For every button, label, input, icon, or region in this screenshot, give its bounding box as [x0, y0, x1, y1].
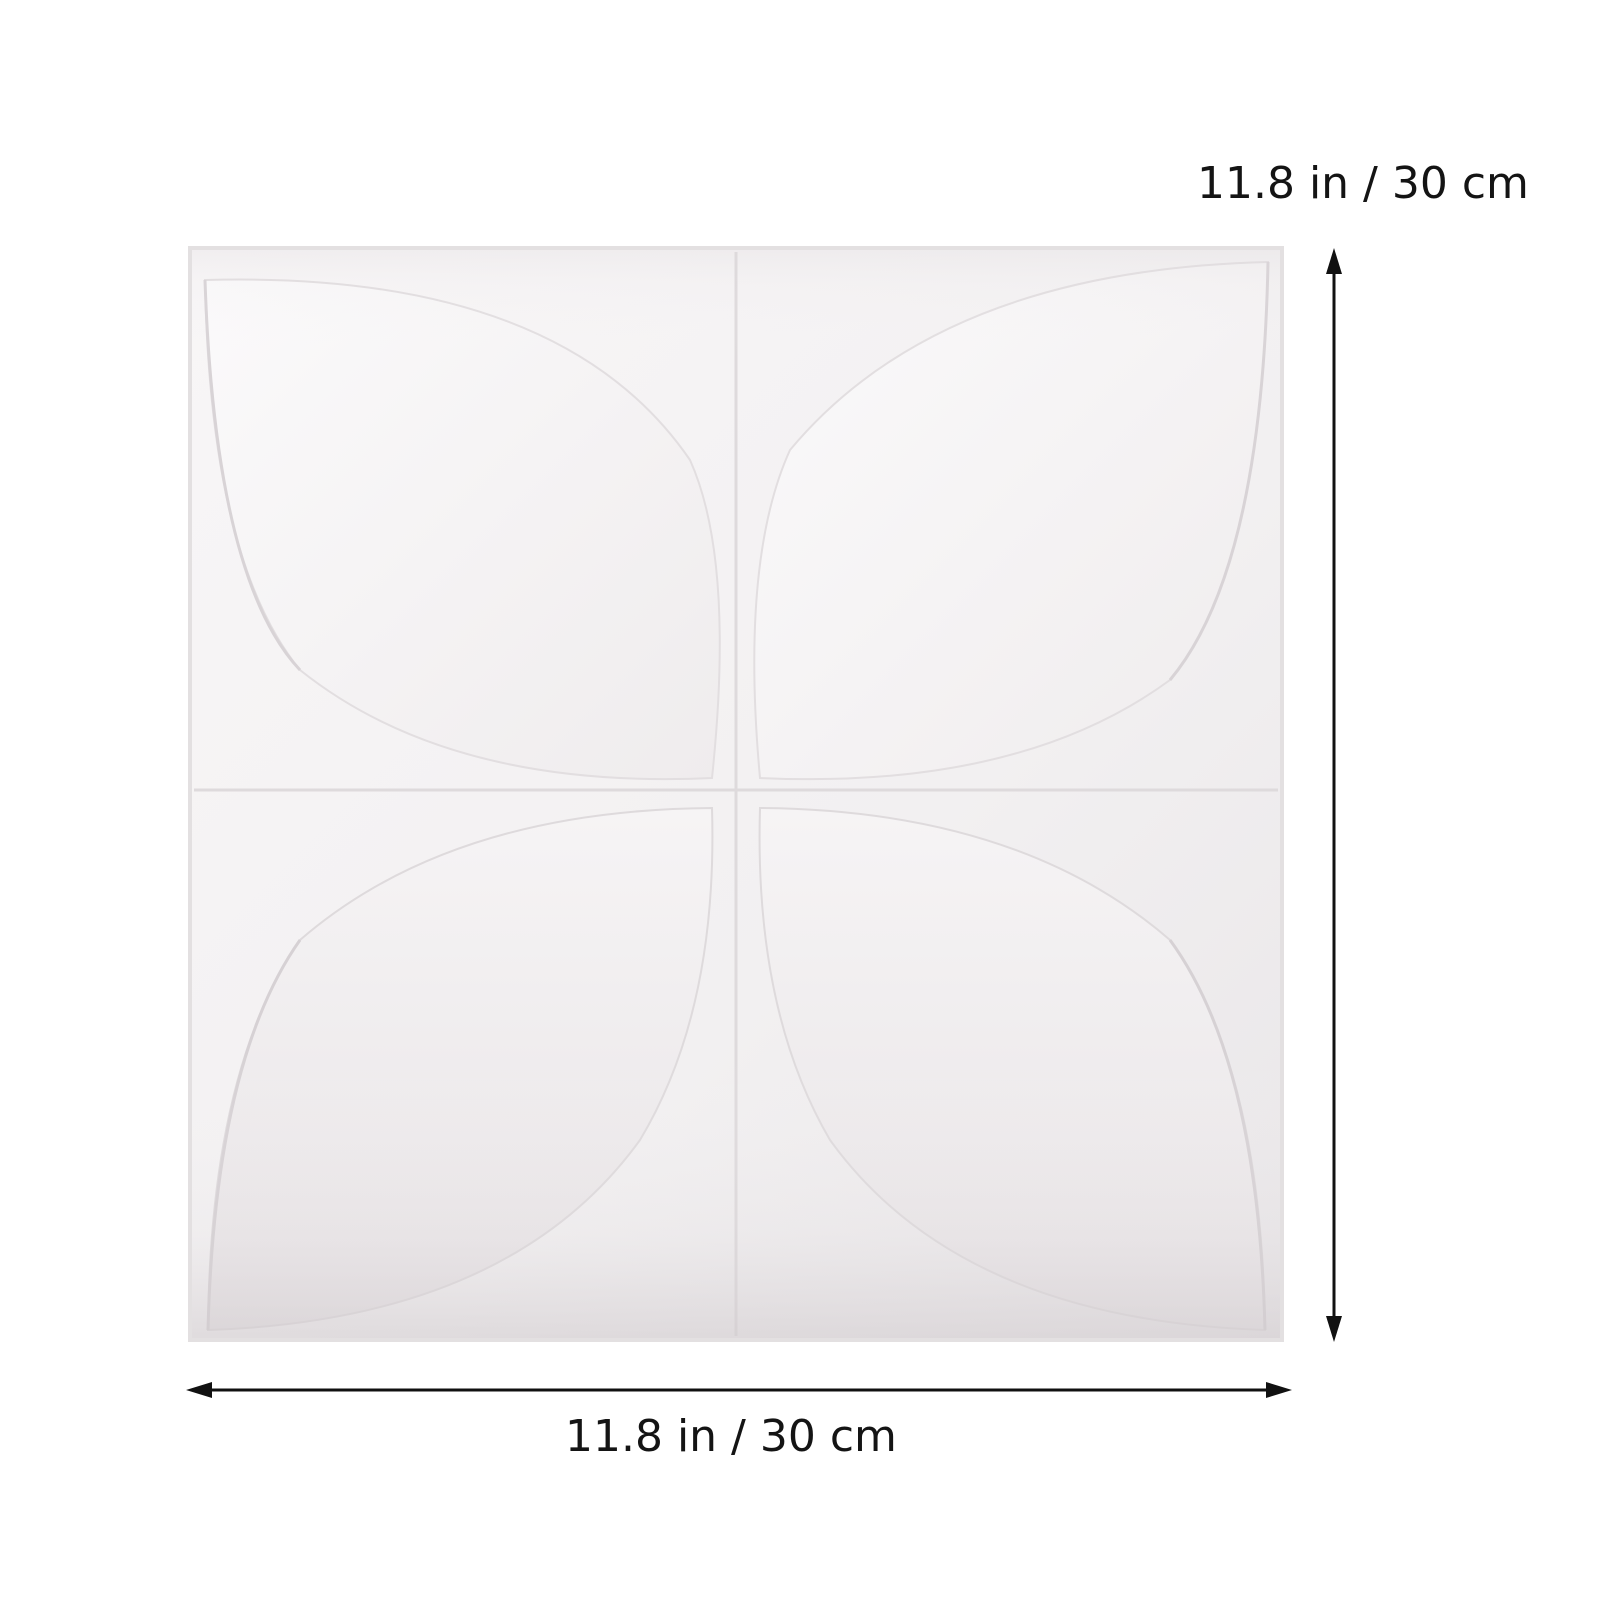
width-dimension-arrow — [186, 1382, 1292, 1398]
height-dimension-label: 11.8 in / 30 cm — [1197, 158, 1529, 209]
width-dimension-label: 11.8 in / 30 cm — [565, 1411, 897, 1462]
petal-top-right — [753, 260, 1270, 781]
height-dimension-arrow — [1326, 248, 1342, 1342]
